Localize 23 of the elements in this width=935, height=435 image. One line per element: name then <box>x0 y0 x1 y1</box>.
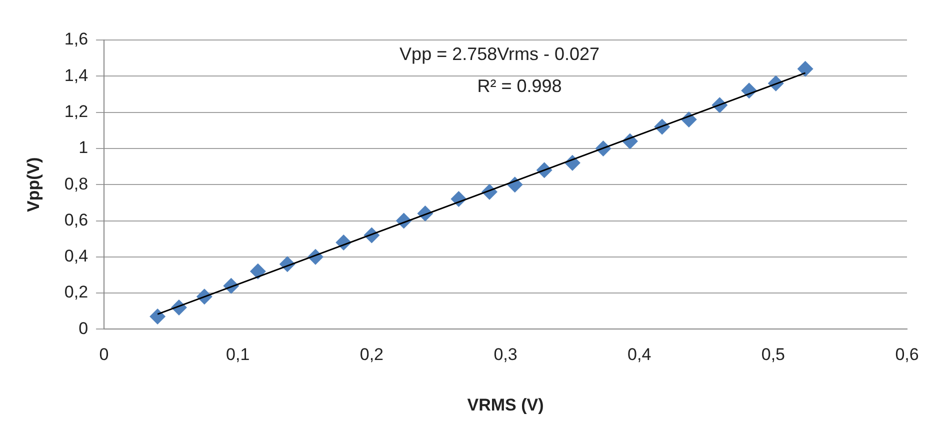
y-tick-label: 0 <box>78 318 88 338</box>
x-tick-label: 0,4 <box>628 345 652 364</box>
point <box>797 60 814 77</box>
y-tick-label: 0,8 <box>64 174 88 194</box>
point <box>250 263 266 280</box>
x-axis-title: VRMS (V) <box>467 395 544 414</box>
y-tick-label: 1,6 <box>64 30 88 49</box>
y-tick-label: 0,2 <box>64 282 88 302</box>
y-tick-label: 1,2 <box>64 102 88 121</box>
annotation: R² = 0.998 <box>477 76 562 96</box>
x-tick-label: 0,5 <box>761 345 785 364</box>
y-tick-label: 1,4 <box>64 66 88 85</box>
x-tick-label: 0,2 <box>360 345 384 364</box>
y-tick-label: 1 <box>78 138 88 158</box>
x-tick-label: 0,3 <box>494 345 518 364</box>
x-tick-label: 0,1 <box>226 345 250 364</box>
y-tick-label: 0,4 <box>64 246 88 266</box>
y-tick-label: 0,6 <box>64 210 88 230</box>
point <box>150 308 166 325</box>
y-axis-title: Vpp(V) <box>24 157 43 212</box>
annotation: Vpp = 2.758Vrms - 0.027 <box>400 44 600 64</box>
x-tick-label: 0 <box>99 345 109 364</box>
x-tick-label: 0,6 <box>895 345 919 364</box>
